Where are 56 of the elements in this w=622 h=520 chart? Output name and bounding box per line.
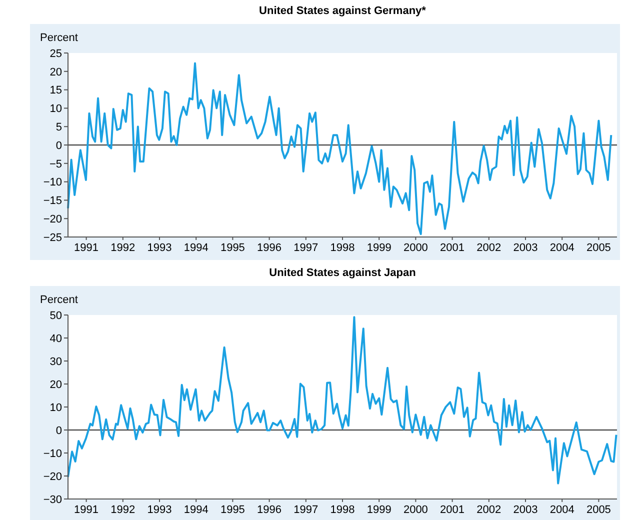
x-tick-label: 1992	[110, 242, 136, 254]
y-tick-label: 10	[50, 402, 62, 414]
x-tick-label: 2004	[550, 504, 574, 516]
x-tick-label: 1995	[220, 242, 245, 254]
x-tick-label: 1999	[366, 504, 392, 516]
x-tick-label: 1997	[294, 504, 318, 516]
y-axis-title: Percent	[40, 32, 78, 44]
y-tick-label: −10	[43, 448, 62, 460]
line-series	[67, 62, 612, 236]
x-tick-label: 2001	[440, 504, 465, 516]
y-tick-label: 5	[56, 121, 62, 134]
y-tick-label: −20	[43, 470, 62, 483]
x-tick-label: 1993	[147, 242, 172, 254]
x-tick-label: 1998	[330, 242, 355, 254]
y-tick-label: 20	[50, 378, 62, 391]
x-tick-label: 2003	[513, 242, 538, 254]
x-tick-label: 2000	[403, 504, 428, 516]
y-tick-label: 25	[50, 48, 62, 60]
y-tick-label: −30	[43, 494, 62, 506]
x-tick-label: 1996	[257, 504, 282, 516]
x-tick-label: 2002	[476, 242, 502, 254]
y-tick-label: 0	[56, 140, 62, 152]
x-tick-label: 1994	[184, 504, 208, 516]
y-tick-label: −15	[43, 195, 62, 208]
y-tick-label: −10	[43, 176, 62, 189]
x-tick-label: 2004	[550, 242, 574, 254]
y-tick-label: 50	[50, 310, 62, 322]
x-tick-label: 2002	[476, 504, 502, 516]
y-tick-label: −25	[43, 232, 62, 244]
x-tick-label: 1996	[257, 242, 282, 254]
x-tick-label: 1994	[184, 242, 208, 254]
y-tick-label: 30	[50, 356, 62, 368]
x-tick-label: 2000	[403, 242, 428, 254]
x-tick-label: 1998	[330, 504, 355, 516]
x-tick-label: 1999	[366, 242, 392, 254]
y-tick-label: 0	[56, 424, 62, 437]
x-tick-label: 1997	[294, 242, 318, 254]
x-tick-label: 2003	[513, 504, 538, 516]
x-tick-label: 1995	[220, 504, 245, 516]
y-tick-label: 10	[50, 103, 62, 116]
x-tick-label: 1991	[74, 242, 99, 254]
y-tick-label: 40	[50, 332, 62, 345]
x-tick-label: 1991	[74, 504, 99, 516]
chart-title: United States against Japan	[269, 267, 416, 279]
x-tick-label: 2005	[586, 504, 611, 516]
y-tick-label: −5	[49, 158, 62, 170]
y-tick-label: 20	[50, 66, 62, 78]
line-series	[67, 316, 618, 484]
x-tick-label: 2001	[440, 242, 465, 254]
x-tick-label: 2005	[586, 242, 611, 254]
x-tick-label: 1992	[110, 504, 136, 516]
y-tick-label: −20	[43, 213, 62, 226]
x-tick-label: 1993	[147, 504, 172, 516]
y-tick-label: 15	[50, 84, 62, 97]
chart-title: United States against Germany*	[259, 5, 427, 17]
y-axis-title: Percent	[40, 294, 78, 306]
